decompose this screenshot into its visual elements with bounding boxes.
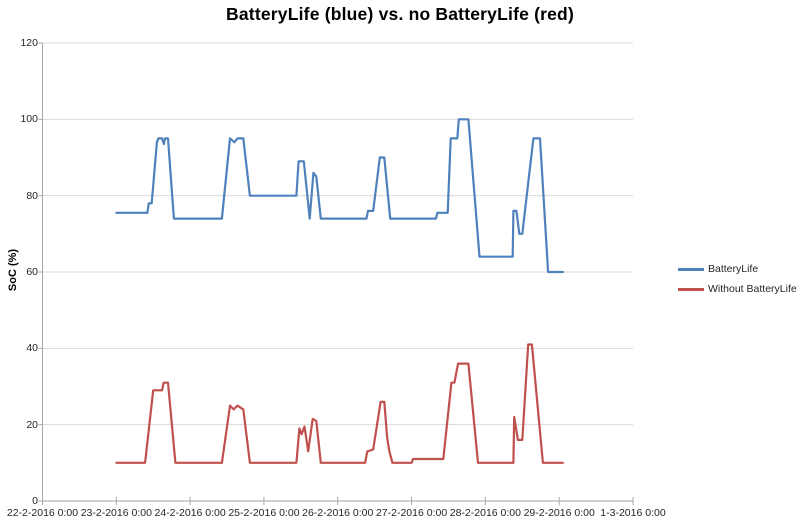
x-tick-label-1: 23-2-2016 0:00 [80, 507, 152, 519]
x-tick-label-3: 25-2-2016 0:00 [228, 507, 300, 519]
legend: BatteryLife Without BatteryLife [678, 259, 797, 299]
legend-line-swatch [678, 267, 704, 271]
legend-item-without-batterylife: Without BatteryLife [678, 279, 797, 299]
x-tick-label-5: 27-2-2016 0:00 [375, 507, 448, 519]
y-tick-label-40: 40 [26, 342, 38, 355]
y-tick-label-0: 0 [32, 495, 38, 507]
y-tick-label-100: 100 [20, 113, 38, 126]
legend-item-batterylife: BatteryLife [678, 259, 797, 279]
series-line-batterylife [115, 118, 565, 274]
x-tick-label-6: 28-2-2016 0:00 [449, 507, 521, 519]
legend-label: BatteryLife [708, 263, 759, 275]
x-tick-label-2: 24-2-2016 0:00 [154, 507, 226, 519]
x-tick-label-7: 29-2-2016 0:00 [523, 507, 595, 519]
legend-label: Without BatteryLife [708, 283, 797, 295]
y-tick-label-20: 20 [26, 418, 38, 431]
y-tick-label-60: 60 [26, 266, 38, 278]
y-tick-label-80: 80 [26, 189, 38, 202]
chart-title: BatteryLife (blue) vs. no BatteryLife (r… [226, 4, 574, 24]
x-tick-label-4: 26-2-2016 0:00 [302, 507, 374, 519]
legend-line-swatch [678, 287, 704, 291]
x-tick-label-0: 22-2-2016 0:00 [6, 507, 79, 519]
y-tick-label-120: 120 [20, 37, 38, 49]
x-tick-label-8: 1-3-2016 0:00 [600, 507, 666, 519]
series-line-without-batterylife [115, 343, 565, 464]
